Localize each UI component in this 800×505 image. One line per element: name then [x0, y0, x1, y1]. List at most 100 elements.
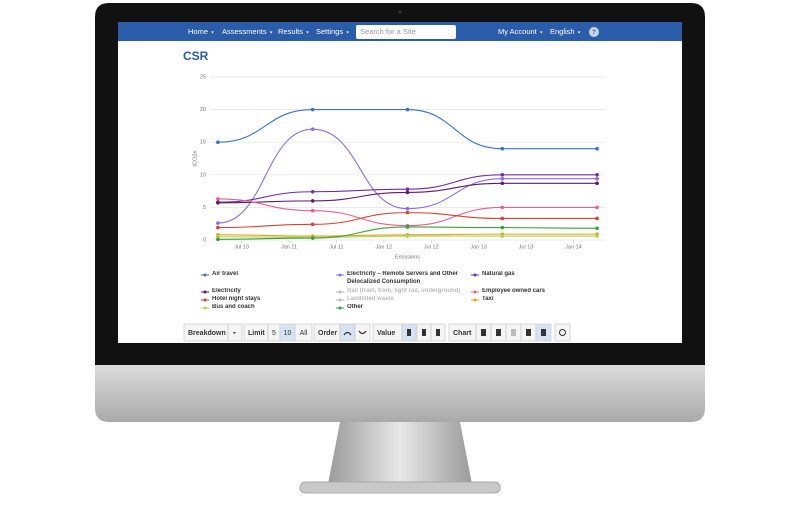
icon: [481, 329, 486, 336]
nav-item[interactable]: Assessments: [222, 27, 267, 36]
legend-dot: [473, 290, 477, 294]
page-title: CSR: [183, 49, 209, 63]
y-tick-label: 15: [200, 140, 206, 146]
legend-label: Electricity: [212, 288, 241, 294]
legend-item[interactable]: Landfilled waste: [347, 296, 472, 314]
legend-item[interactable]: Hotel night stays: [212, 296, 337, 314]
legend-item[interactable]: Natural gas: [482, 271, 607, 289]
point: [500, 176, 505, 181]
legend-item[interactable]: Other: [347, 304, 472, 322]
legend-label: Landfilled waste: [347, 296, 394, 302]
toolbar-label: Order: [318, 330, 337, 337]
legend-label: Other: [347, 304, 364, 310]
legend-label: Electricity – Remote Servers and Other D…: [347, 271, 459, 285]
point: [595, 176, 599, 181]
point: [500, 225, 505, 230]
legend-item[interactable]: Air travel: [212, 271, 337, 289]
point: [216, 197, 220, 201]
caret: [577, 31, 581, 34]
point: [310, 236, 315, 240]
point: [595, 205, 599, 210]
point: [310, 107, 315, 112]
point: [595, 146, 599, 151]
point: [310, 199, 315, 203]
legend-dot: [338, 273, 342, 277]
legend-item[interactable]: Bus and coach: [212, 304, 337, 322]
stand-base: [299, 481, 501, 494]
point: [405, 210, 410, 215]
legend-label: Bus and coach: [212, 304, 255, 310]
search-box[interactable]: [356, 25, 456, 39]
legend-item[interactable]: Rail (train, tram, light rail, undergrou…: [347, 288, 472, 306]
y-tick-label: 20: [200, 107, 206, 113]
caret: [539, 31, 543, 34]
y-tick-label: 10: [200, 172, 206, 178]
point: [405, 107, 410, 112]
y-tick-label: 25: [200, 74, 206, 80]
screen: [118, 22, 682, 343]
legend-item[interactable]: Taxi: [482, 296, 607, 314]
legend-dot: [473, 298, 477, 302]
toolbar-button[interactable]: [554, 323, 571, 342]
point: [595, 226, 599, 231]
icon: [541, 329, 546, 336]
y-tick-label: 5: [203, 205, 206, 211]
point: [500, 173, 505, 177]
legend-item[interactable]: Employee owned cars: [482, 288, 607, 306]
legend-item[interactable]: Electricity: [212, 288, 337, 306]
toolbar-label: Breakdown: [188, 330, 226, 337]
help-text: ?: [592, 30, 596, 36]
icon: [496, 329, 501, 336]
toolbar-button[interactable]: [354, 323, 371, 342]
x-tick-label: Jul 13: [519, 244, 534, 250]
legend-item[interactable]: Electricity – Remote Servers and Other D…: [347, 271, 472, 289]
legend-dot: [338, 290, 342, 294]
x-tick-label: Jan 12: [376, 244, 393, 250]
caret: [269, 31, 273, 34]
point: [216, 237, 220, 242]
caret: [233, 332, 236, 334]
toolbar-label: Value: [377, 330, 395, 337]
legend-label: Taxi: [482, 296, 494, 302]
limit-option: 5: [272, 330, 276, 337]
x-axis-label: Emissions: [395, 254, 420, 260]
icon: [526, 329, 531, 336]
toolbar-label: Chart: [453, 330, 472, 337]
point: [500, 205, 505, 210]
icon: [343, 331, 352, 336]
point: [595, 181, 599, 186]
legend-dot: [338, 306, 342, 310]
nav-item[interactable]: Home: [188, 27, 208, 36]
nav-item[interactable]: My Account: [498, 27, 538, 36]
point: [216, 140, 220, 144]
help-icon[interactable]: [589, 27, 599, 37]
limit-option: All: [300, 330, 308, 337]
x-tick-label: Jan 13: [470, 244, 487, 250]
point: [216, 221, 220, 225]
point: [595, 216, 599, 221]
nav-item[interactable]: Results: [278, 27, 303, 36]
point: [595, 234, 599, 238]
point: [405, 190, 410, 195]
point: [500, 234, 505, 238]
nav-item[interactable]: Settings: [316, 27, 343, 36]
legend-dot: [203, 273, 207, 277]
x-tick-label: Jul 12: [424, 244, 439, 250]
point: [216, 201, 220, 205]
x-tick-label: Jan 14: [565, 244, 582, 250]
point: [310, 222, 315, 227]
icon: [511, 329, 516, 336]
limit-option: 10: [284, 330, 292, 337]
icon: [436, 329, 440, 336]
toolbar-button[interactable]: [294, 323, 313, 342]
legend-dot: [203, 298, 207, 302]
point: [500, 216, 505, 221]
monitor-chin: [95, 365, 705, 422]
search-placeholder: Search for a Site: [360, 27, 416, 36]
y-tick-label: 0: [203, 237, 206, 243]
caret: [211, 31, 215, 34]
caret: [346, 31, 350, 34]
legend-label: Rail (train, tram, light rail, undergrou…: [347, 288, 461, 294]
nav-item[interactable]: English: [550, 27, 575, 36]
